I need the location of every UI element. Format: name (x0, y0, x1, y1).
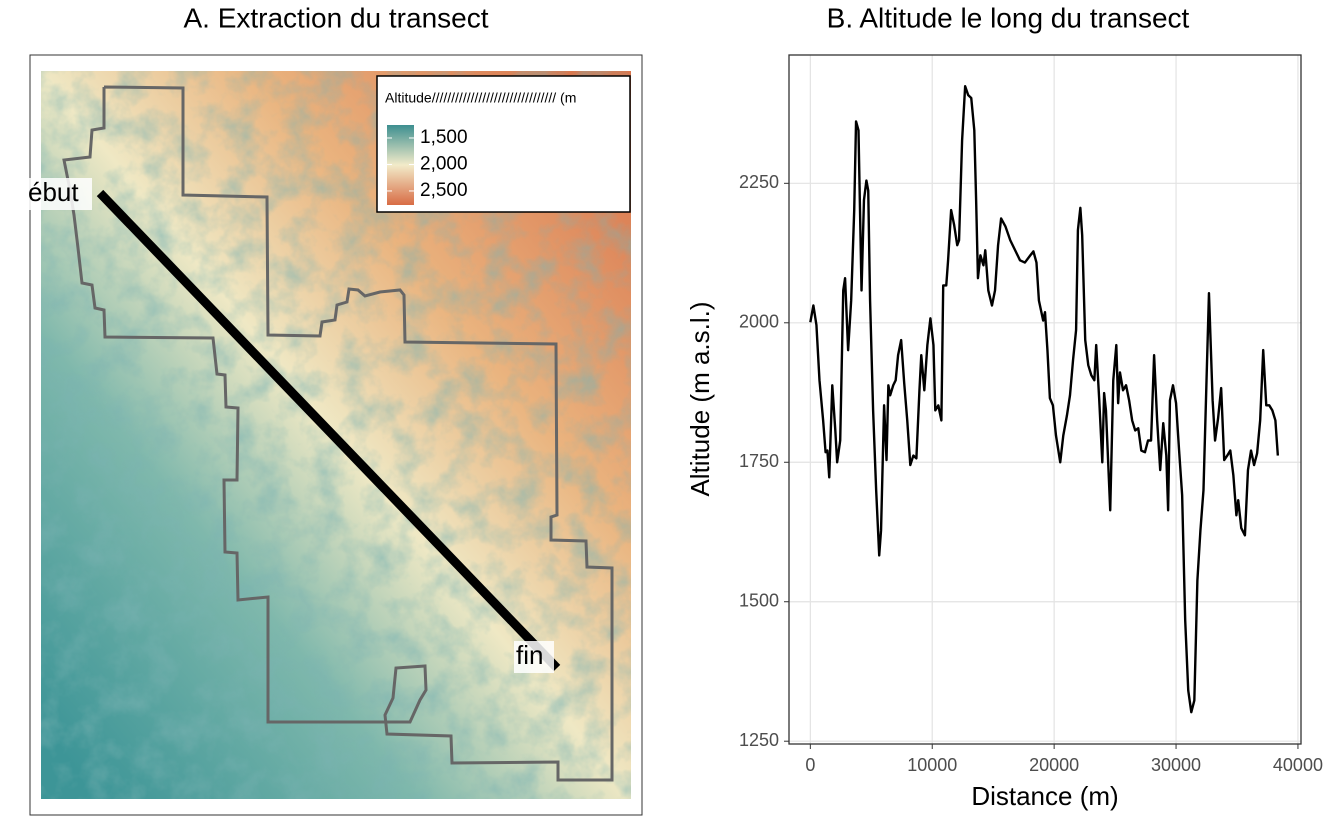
y-tick-label: 2250 (739, 172, 779, 192)
label-box (28, 178, 92, 210)
y-axis-label: Altitude (m a.s.l.) (685, 301, 715, 496)
legend-box (376, 75, 631, 213)
park-boundary (62, 85, 614, 782)
legend-label: 1,500 (420, 127, 468, 148)
y-tick-label: 1250 (739, 730, 779, 750)
x-axis-label: Distance (m) (971, 781, 1118, 811)
y-tick-label: 1750 (739, 451, 779, 471)
x-tick-label: 30000 (1151, 755, 1201, 775)
x-tick-label: 10000 (907, 755, 957, 775)
y-tick-label: 1500 (739, 590, 779, 610)
plot-frame (788, 54, 1302, 745)
line-panel: B. Altitude le long du transect Distance… (685, 2, 1323, 810)
map-panel: A. Extraction du transect ébut fin Altit… (28, 2, 643, 816)
x-tick-label: 20000 (1029, 755, 1079, 775)
x-tick-label: 0 (805, 755, 815, 775)
chart-title: B. Altitude le long du transect (827, 2, 1190, 33)
plot-background (789, 55, 1301, 744)
x-tick-label: 40000 (1273, 755, 1323, 775)
end-label: fin (516, 640, 543, 670)
altitude-line (809, 85, 1280, 714)
legend-title: Altitude////////////////////////////////… (385, 90, 576, 106)
transect-line (96, 189, 561, 672)
legend-label: 2,000 (420, 153, 468, 174)
legend-colorbar (387, 125, 414, 205)
legend-label: 2,500 (420, 180, 468, 201)
map-title: A. Extraction du transect (183, 2, 488, 33)
y-tick-label: 2000 (739, 312, 779, 332)
label-box (514, 641, 554, 673)
start-label: ébut (28, 177, 79, 207)
